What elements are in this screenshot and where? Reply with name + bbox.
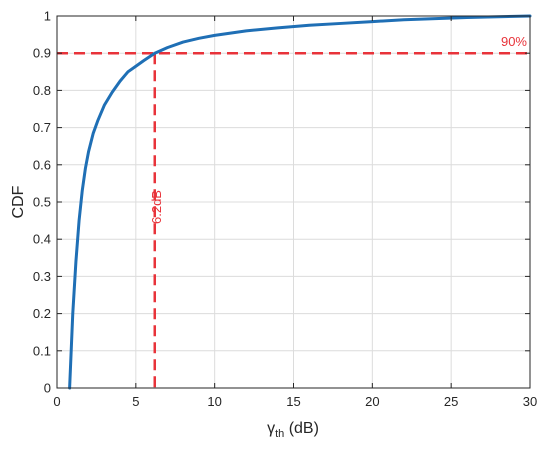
ref-vertical-label: 6.2dB: [149, 190, 164, 224]
x-axis-label-symbol: γ: [267, 420, 275, 437]
y-axis-label: CDF: [10, 185, 27, 218]
reference-lines: [57, 51, 530, 388]
y-tick-label: 0.2: [33, 306, 51, 321]
x-axis-label: γth (dB): [267, 420, 319, 440]
x-axis-label-unit: (dB): [284, 420, 319, 437]
y-tick-label: 0.9: [33, 46, 51, 61]
y-tick-label: 0.1: [33, 343, 51, 358]
y-tick-label: 0.5: [33, 195, 51, 210]
data-series: [68, 14, 532, 390]
y-tick-label: 1: [44, 9, 51, 24]
x-axis-label-subscript: th: [275, 428, 284, 440]
y-tick-label: 0.3: [33, 269, 51, 284]
x-tick-label: 30: [523, 394, 537, 409]
axis-ticks: 0 5 10 15 20 25 30 0 0.1 0.2 0.3 0.4 0.5 0.6 0.7 0.8 0.9…: [33, 9, 537, 410]
x-tick-label: 20: [365, 394, 379, 409]
y-tick-label: 0: [44, 381, 51, 396]
ref-horizontal-label: 90%: [501, 34, 527, 49]
y-tick-label: 0.8: [33, 83, 51, 98]
grid-lines: [57, 16, 530, 388]
y-tick-label: 0.6: [33, 157, 51, 172]
x-tick-label: 0: [53, 394, 60, 409]
cdf-series-line: [68, 14, 532, 390]
x-tick-label: 5: [132, 394, 139, 409]
x-tick-label: 25: [444, 394, 458, 409]
x-tick-label: 10: [207, 394, 221, 409]
y-tick-label: 0.7: [33, 120, 51, 135]
y-tick-label: 0.4: [33, 232, 51, 247]
x-tick-label: 15: [286, 394, 300, 409]
